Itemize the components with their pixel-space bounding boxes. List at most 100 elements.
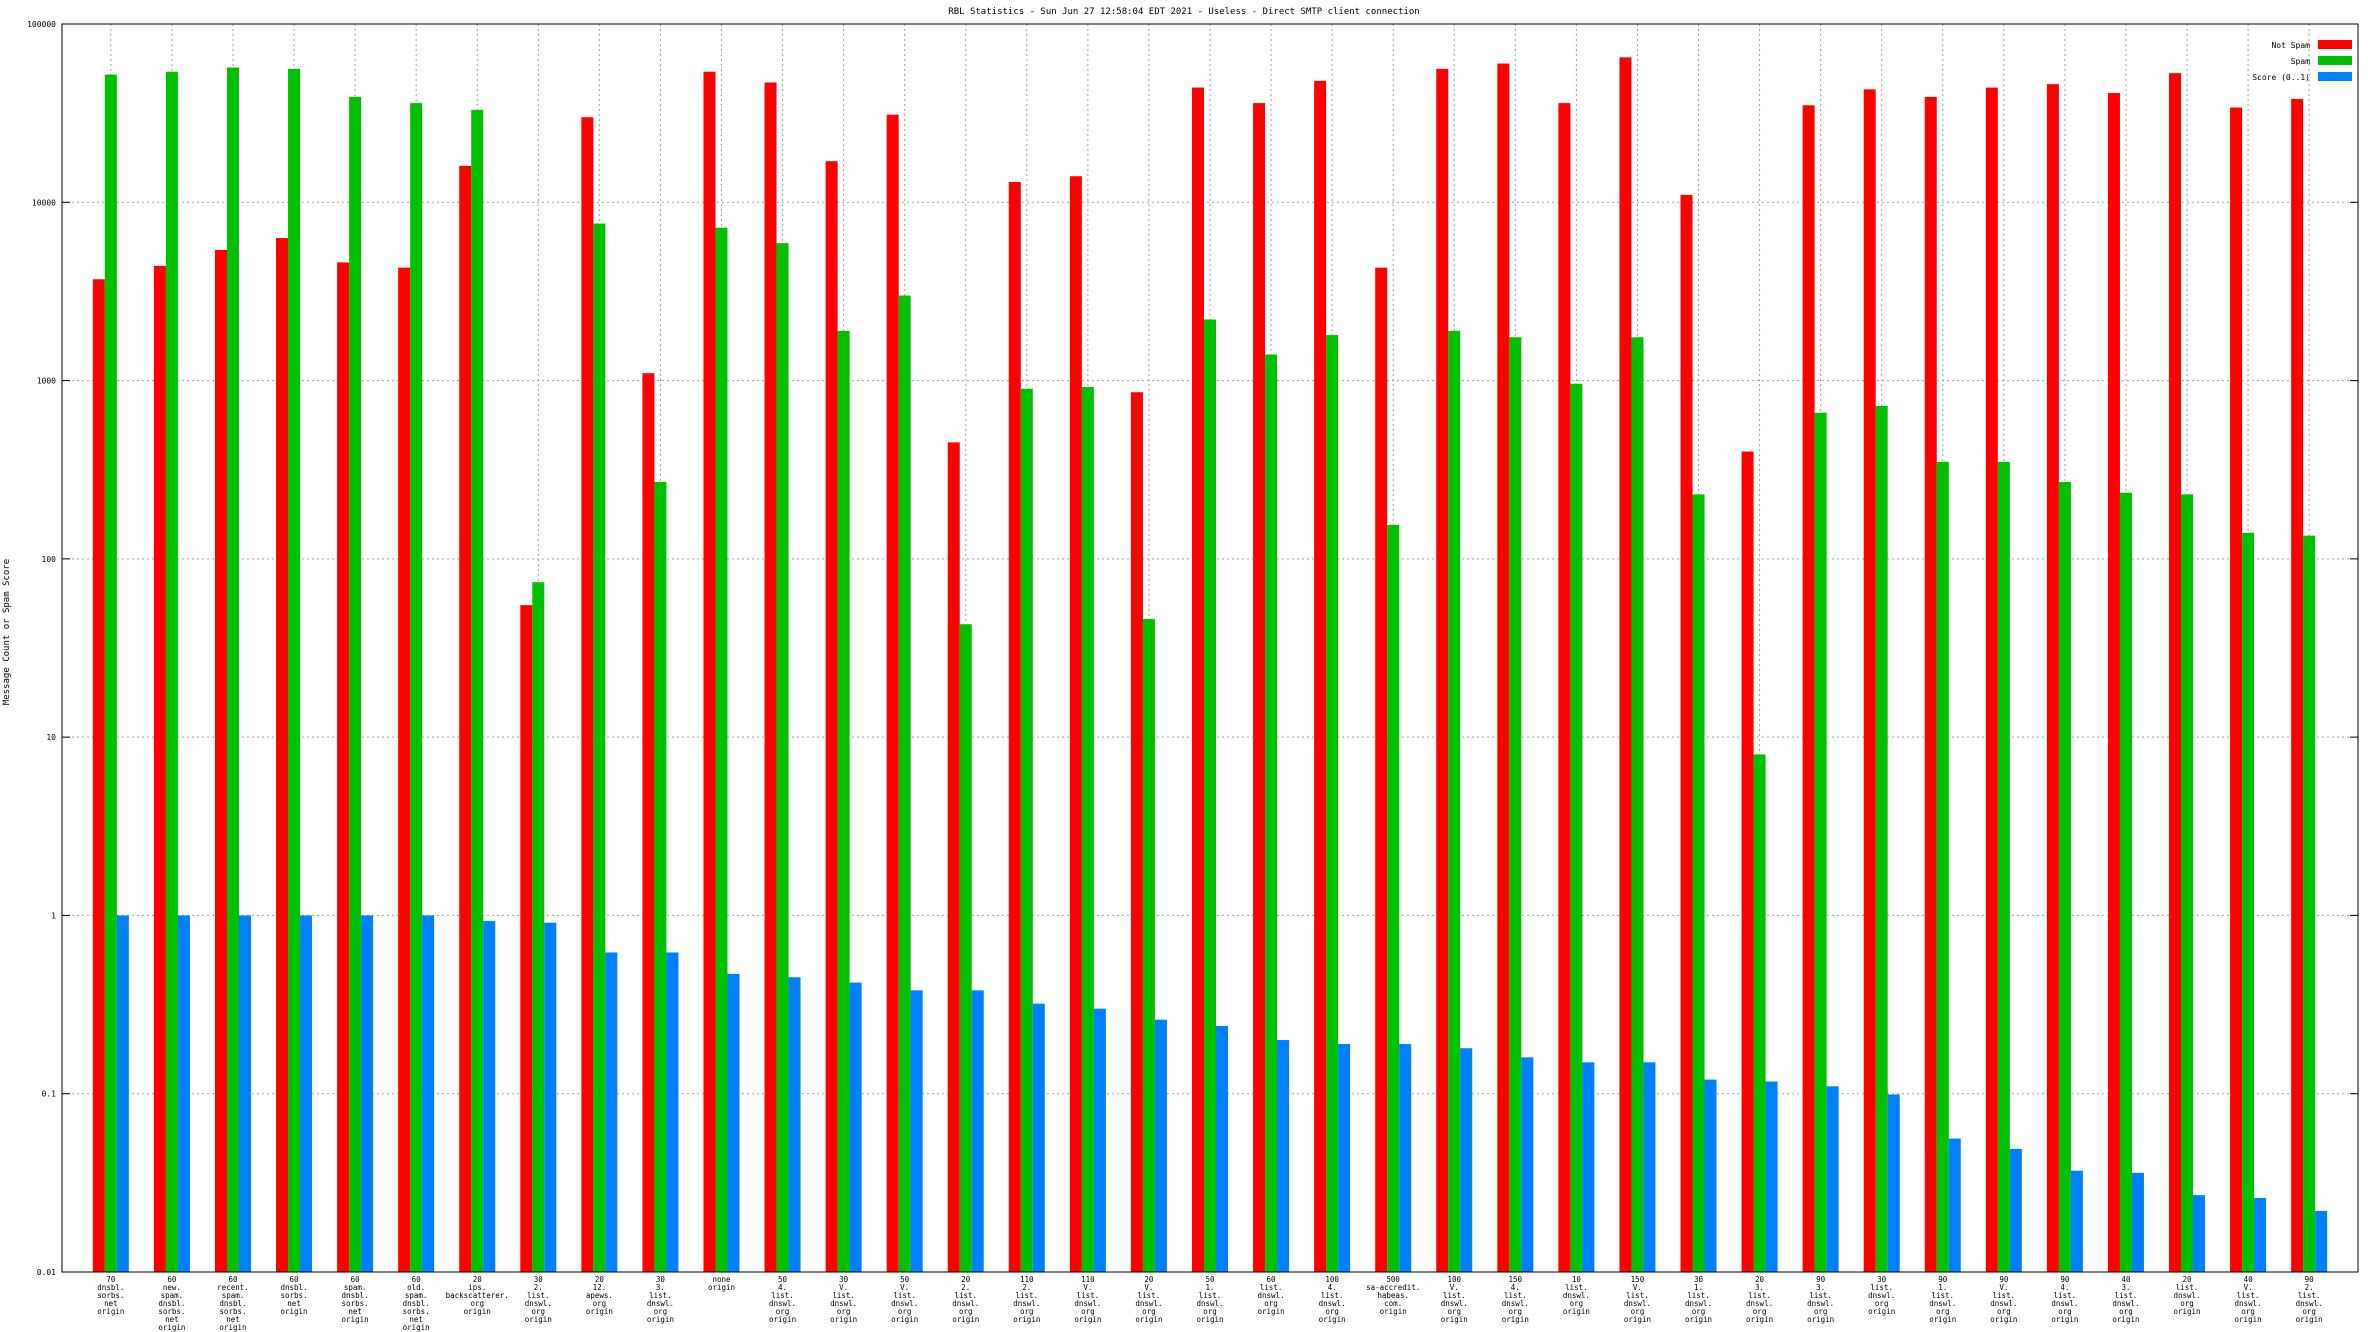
bar-not-spam [703,71,716,1273]
bar-score-0-1 [971,990,984,1272]
bar-not-spam [459,165,472,1272]
bar-score-0-1 [1093,1008,1106,1272]
bar-score-0-1 [727,973,740,1272]
bar-not-spam [1008,181,1021,1273]
bar-spam [2242,532,2255,1272]
bar-score-0-1 [1948,1138,1961,1272]
x-tick-label: 60 list. dnswl. org origin [1258,1275,1285,1316]
bar-not-spam [337,262,350,1273]
bar-not-spam [214,249,227,1272]
bar-score-0-1 [849,982,862,1272]
x-tick-label: 100 V. list. dnswl. org origin [1441,1275,1468,1324]
bar-spam [1570,383,1583,1273]
x-tick-label: 60 spam. dnsbl. sorbs. net origin [342,1275,369,1324]
bar-not-spam [1741,451,1754,1272]
x-tick-label: 50 V. list. dnswl. org origin [891,1275,918,1324]
legend-swatch [2318,40,2352,49]
bar-spam [1997,461,2010,1273]
bar-score-0-1 [910,990,923,1272]
bar-score-0-1 [1765,1081,1778,1272]
bar-not-spam [1497,63,1510,1272]
x-tick-label: 70 dnsbl. sorbs. net origin [97,1275,124,1316]
x-tick-label: 30 V. list. dnswl. org origin [830,1275,857,1324]
bar-spam [1387,524,1400,1272]
bar-score-0-1 [1338,1044,1351,1272]
bar-not-spam [825,161,838,1273]
bar-spam [2181,494,2194,1273]
legend-swatch [2318,72,2352,81]
bar-spam [1814,412,1827,1273]
bar-spam [2303,535,2316,1272]
bar-score-0-1 [422,915,435,1272]
x-tick-label: 20 list. dnswl. org origin [2173,1275,2200,1316]
bar-spam [837,330,850,1272]
bar-not-spam [581,117,594,1273]
bar-spam [1326,335,1339,1272]
bar-spam [165,71,178,1273]
bar-not-spam [764,82,777,1273]
bar-spam [1753,754,1766,1272]
legend-swatch [2318,56,2352,65]
bar-not-spam [153,265,166,1272]
bar-score-0-1 [1826,1086,1839,1272]
y-axis-label: Message Count or Spam Score [2,559,12,705]
bar-spam [1265,354,1278,1272]
bar-score-0-1 [1399,1044,1412,1272]
bar-not-spam [398,267,411,1272]
bar-score-0-1 [177,915,190,1272]
bar-score-0-1 [2131,1172,2144,1272]
x-tick-label: 150 4. list. dnswl. org origin [1502,1275,1529,1324]
bar-score-0-1 [2070,1170,2083,1272]
bar-spam [1875,406,1888,1272]
plot-frame [61,23,2359,1273]
bar-spam [776,243,789,1272]
bar-score-0-1 [788,977,801,1272]
x-tick-label: 60 new. spam. dnsbl. sorbs. net origin [158,1275,185,1332]
bar-score-0-1 [1032,1003,1045,1272]
bar-spam [654,481,667,1272]
bar-spam [1142,618,1155,1272]
x-tick-label: 90 2. list. dnswl. org origin [2296,1275,2323,1324]
bar-score-0-1 [605,952,618,1272]
bar-score-0-1 [300,915,313,1272]
bar-spam [1448,330,1461,1272]
bar-spam [104,74,117,1272]
bar-spam [593,223,606,1273]
legend-label: Score (0..1) [2252,73,2310,82]
bar-score-0-1 [361,915,374,1272]
bar-spam [959,624,972,1272]
y-tick-label: 100 [42,555,57,564]
bar-score-0-1 [1460,1048,1473,1272]
legend-label: Not Spam [2271,41,2310,50]
x-tick-label: 500 sa-accredit. habeas. com. origin [1366,1275,1420,1316]
x-tick-label: 20 2. list. dnswl. org origin [952,1275,979,1324]
y-tick-label: 10 [46,733,56,742]
x-tick-label: 20 ips. backscatterer. org origin [446,1275,509,1316]
y-axis-ticks: 0.01 0.1 1 10 100 1000 10000 100000 [27,20,2358,1277]
x-tick-label: 20 3. list. dnswl. org origin [1746,1275,1773,1324]
x-tick-label: 90 4. list. dnswl. org origin [2051,1275,2078,1324]
x-tick-label: 30 2. list. dnswl. org origin [525,1275,552,1324]
bar-score-0-1 [544,922,557,1272]
bar-not-spam [1863,89,1876,1273]
y-tick-label: 1000 [37,377,56,386]
bar-spam [1081,387,1094,1272]
bar-score-0-1 [1887,1094,1900,1272]
bar-not-spam [520,605,533,1272]
x-tick-label: 60 old. spam. dnsbl. sorbs. net origin [403,1275,430,1332]
bar-spam [532,582,545,1272]
bar-score-0-1 [483,921,496,1272]
bar-score-0-1 [2254,1198,2267,1272]
x-tick-label: 110 2. list. dnswl. org origin [1013,1275,1040,1324]
bar-score-0-1 [1154,1019,1167,1272]
x-tick-label: 30 3. list. dnswl. org origin [647,1275,674,1324]
x-tick-label: 20 12. apews. org origin [586,1275,613,1316]
bar-spam [1631,337,1644,1272]
bar-score-0-1 [116,915,129,1272]
bar-spam [715,227,728,1272]
x-tick-label: 40 V. list. dnswl. org origin [2235,1275,2262,1324]
x-tick-label: 110 V. list. dnswl. org origin [1074,1275,1101,1324]
bar-spam [288,68,301,1272]
x-tick-label: 90 3. list. dnswl. org origin [1807,1275,1834,1324]
